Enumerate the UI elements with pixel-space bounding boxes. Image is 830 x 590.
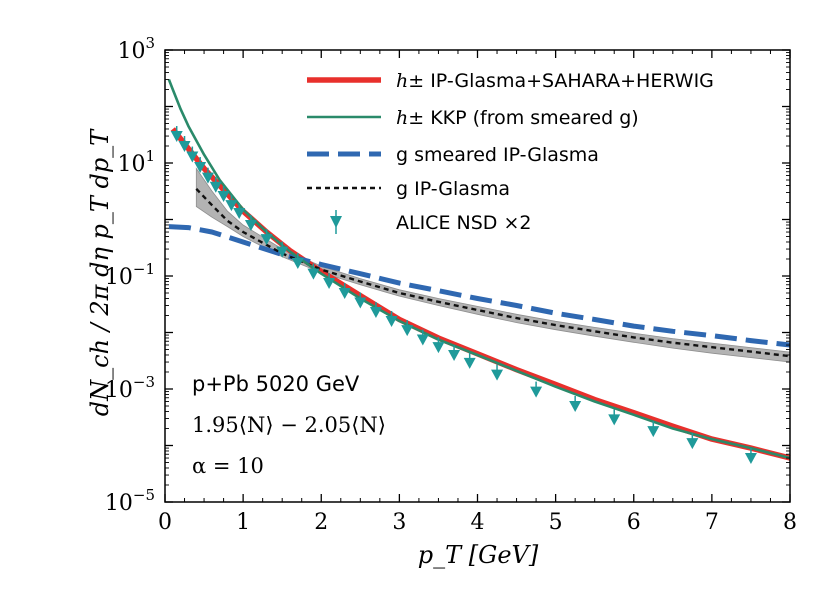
data-point (194, 161, 207, 173)
legend-label: h± IP-Glasma+SAHARA+HERWIG (396, 70, 714, 92)
data-point (608, 414, 621, 426)
x-tick-label: 0 (158, 510, 172, 535)
legend-label: g smeared IP-Glasma (396, 144, 599, 166)
data-point (186, 151, 199, 163)
y-tick-label: 10−5 (105, 486, 155, 516)
data-point (385, 315, 398, 327)
legend-label: ALICE NSD ×2 (396, 212, 531, 234)
legend-label: h± KKP (from smeared g) (396, 107, 639, 129)
data-point (647, 426, 660, 438)
data-point (323, 278, 336, 290)
annotation-multiplicity: 1.95⟨N⟩ − 2.05⟨N⟩ (192, 413, 386, 437)
series-line-3 (195, 187, 791, 358)
series-line-2 (168, 224, 791, 348)
data-point (744, 453, 757, 465)
data-point (416, 334, 429, 346)
data-point (569, 401, 582, 413)
data-point (463, 357, 476, 369)
data-point (170, 131, 183, 143)
x-tick-label: 8 (783, 510, 797, 535)
data-point (201, 172, 214, 184)
series-line-1 (167, 79, 791, 460)
y-tick-label: 101 (117, 147, 155, 177)
data-point (291, 257, 304, 269)
legend-swatch-marker (330, 216, 342, 228)
y-axis-title: dN_ch / 2π dη p_T dp_T (86, 128, 114, 416)
axis-ticks-layer: 0 1 2 3 4 5 6 7 8 103 101 10−1 10−3 10−5 (105, 34, 797, 535)
data-point (244, 219, 257, 231)
data-point (369, 307, 382, 319)
data-point (217, 191, 230, 203)
data-point (233, 208, 246, 220)
annotation-system: p+Pb 5020 GeV (192, 372, 360, 396)
data-point (432, 342, 445, 354)
data-point (354, 297, 367, 309)
data-point (448, 349, 461, 361)
data-point (338, 288, 351, 300)
y-tick-label: 103 (117, 34, 155, 64)
data-point (260, 234, 273, 246)
legend-label: g IP-Glasma (396, 178, 510, 200)
data-point (530, 386, 543, 398)
x-tick-label: 2 (314, 510, 328, 535)
x-tick-label: 5 (549, 510, 563, 535)
legend: h± IP-Glasma+SAHARA+HERWIG h± KKP (from s… (307, 70, 714, 234)
y-tick-label: 10−1 (105, 260, 155, 290)
data-point (225, 200, 238, 212)
data-point (491, 369, 504, 381)
data-point (401, 325, 414, 337)
x-tick-label: 6 (627, 510, 641, 535)
y-tick-label: 10−3 (105, 373, 155, 403)
data-point (178, 140, 191, 152)
x-axis-title: p_T [GeV] (418, 541, 539, 569)
data-point (307, 268, 320, 280)
series-line-layer (167, 79, 791, 461)
x-tick-label: 4 (471, 510, 485, 535)
data-point (276, 246, 289, 258)
data-point (209, 181, 222, 193)
x-tick-label: 1 (236, 510, 250, 535)
annotation-alpha: α = 10 (192, 454, 264, 478)
x-tick-label: 3 (392, 510, 406, 535)
data-point (686, 438, 699, 450)
data-marker-layer (170, 126, 757, 465)
x-tick-label: 7 (705, 510, 719, 535)
